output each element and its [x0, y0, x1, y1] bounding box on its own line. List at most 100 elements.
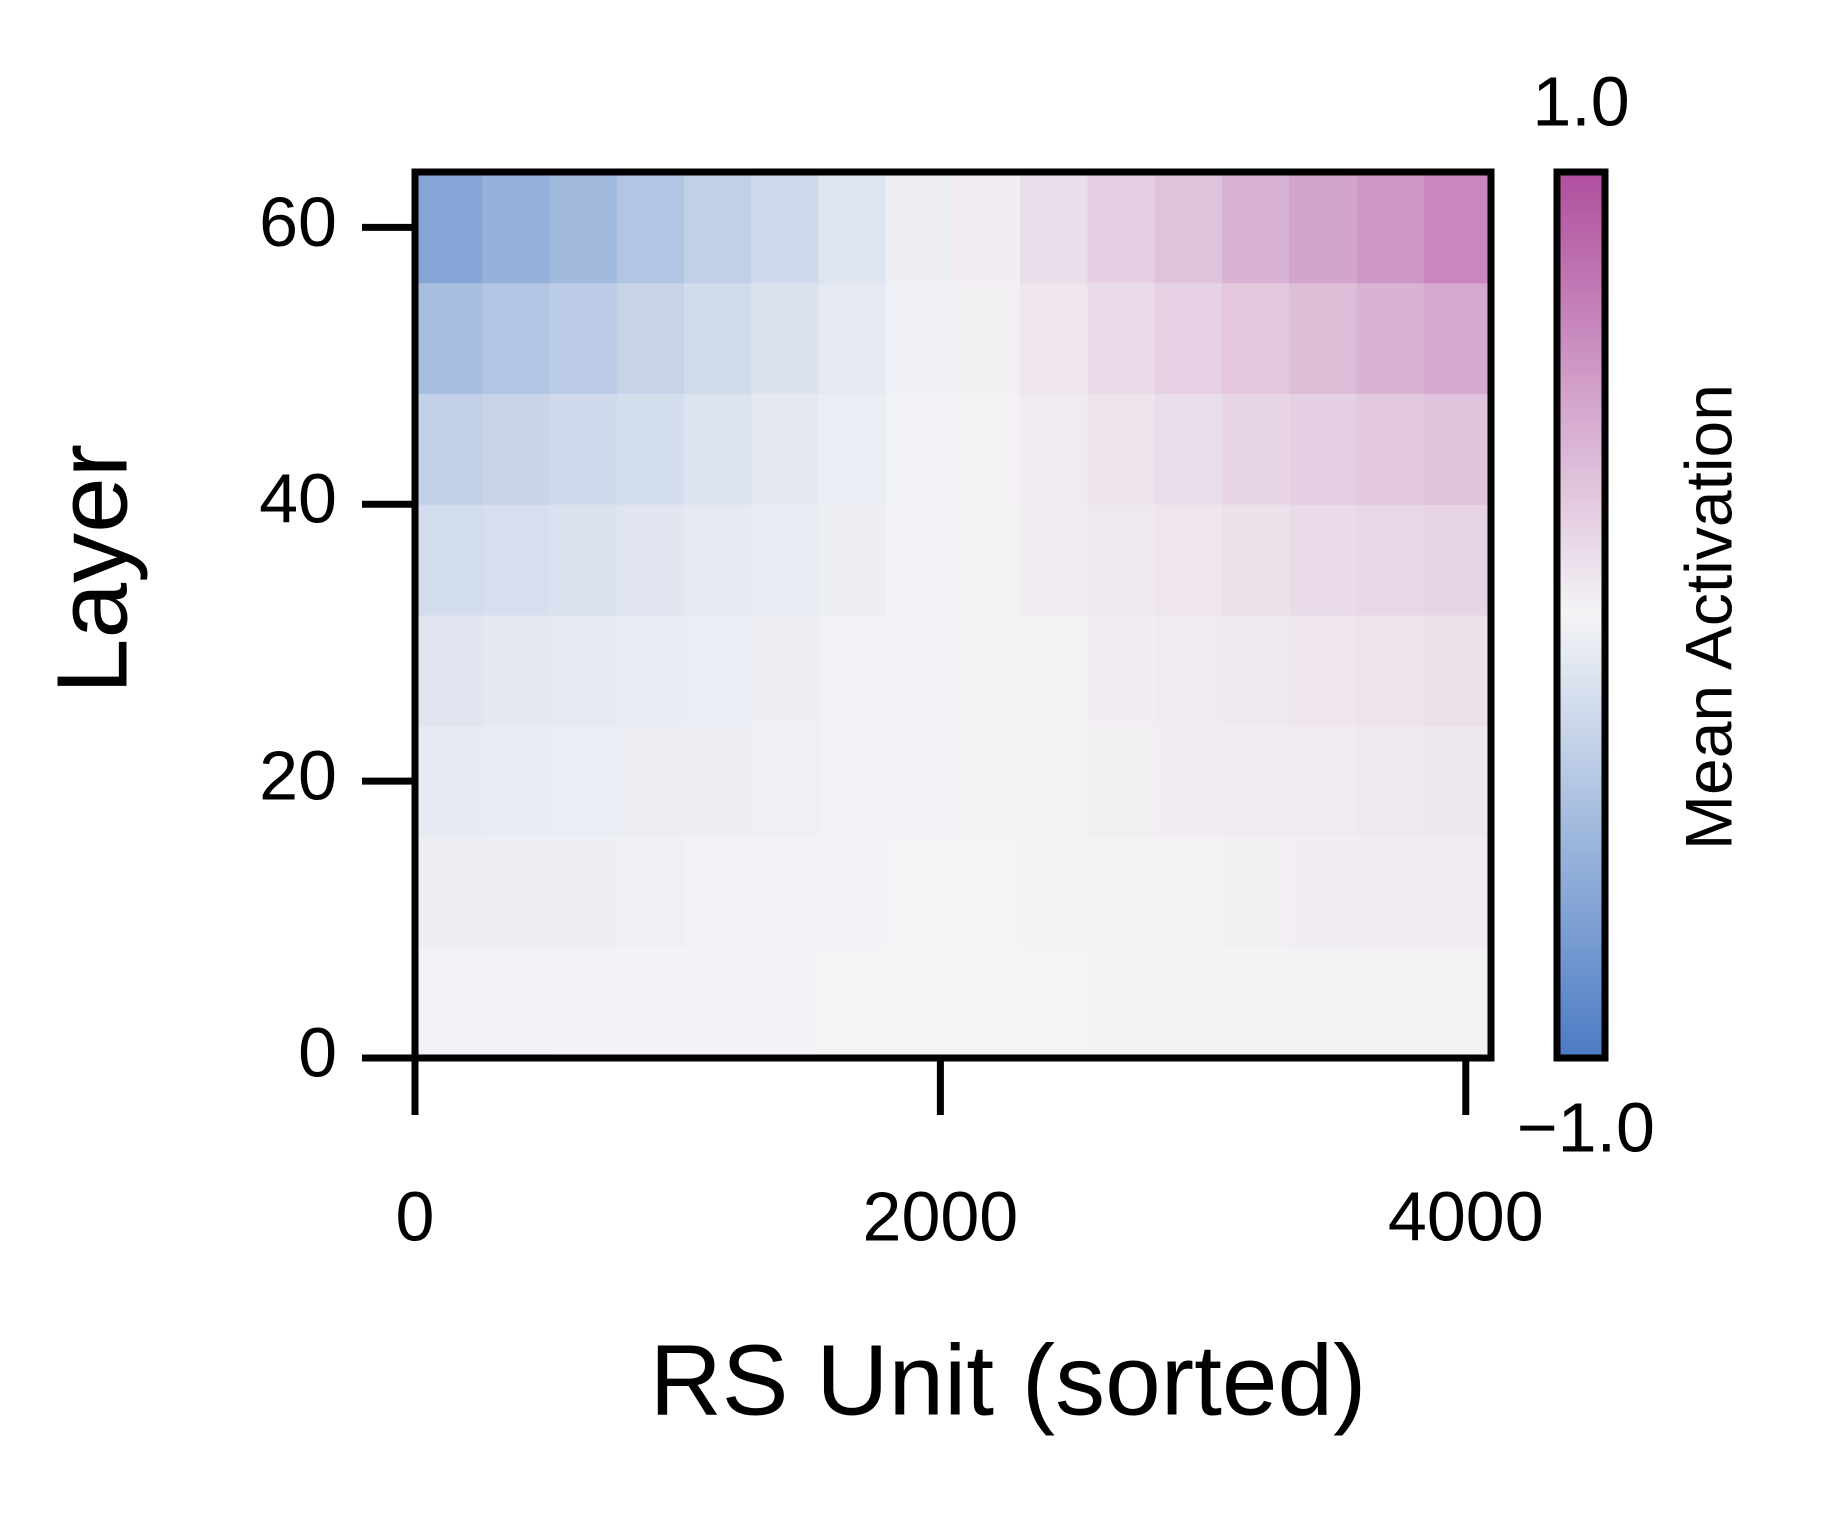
heatmap-cell [1356, 947, 1425, 1059]
heatmap-cell [953, 615, 1021, 727]
heatmap-cell [1289, 393, 1357, 505]
heatmap-cell [1154, 947, 1223, 1059]
heatmap-cell [1154, 504, 1223, 616]
heatmap-cell [616, 947, 685, 1059]
heatmap-cell [818, 947, 887, 1059]
heatmap-cell [1423, 282, 1492, 394]
x-tick-label: 0 [396, 1177, 435, 1255]
heatmap-cell [751, 615, 819, 727]
heatmap-cell [953, 725, 1021, 837]
y-axis-label: Layer [36, 444, 148, 694]
heatmap-cell [482, 615, 550, 727]
heatmap-cell [1087, 947, 1156, 1059]
heatmap-cell [1222, 615, 1290, 727]
heatmap-cell [751, 947, 819, 1059]
heatmap-cell [684, 393, 752, 505]
heatmap-cell [1154, 282, 1223, 394]
heatmap-cell [549, 725, 618, 837]
heatmap-cell [1356, 393, 1425, 505]
heatmap-cell [818, 282, 887, 394]
heatmap-cell [818, 836, 887, 948]
heatmap-cell [415, 615, 483, 727]
heatmap-cell [1356, 836, 1425, 948]
y-tick-label: 60 [259, 183, 337, 261]
heatmap-cell [1087, 172, 1156, 284]
heatmap-cell [684, 504, 752, 616]
heatmap-cell [415, 393, 483, 505]
heatmap-cell [1020, 725, 1088, 837]
heatmap-cell [415, 725, 483, 837]
heatmap-cell [415, 836, 483, 948]
heatmap-cell [953, 947, 1021, 1059]
heatmap-cell [1222, 725, 1290, 837]
heatmap-cell [616, 504, 685, 616]
heatmap-cell [818, 393, 887, 505]
heatmap-cell [616, 615, 685, 727]
heatmap-cell [1289, 172, 1357, 284]
heatmap-cell [1087, 615, 1156, 727]
heatmap-cell [1222, 947, 1290, 1059]
heatmap-cell [1087, 836, 1156, 948]
heatmap-cell [1087, 725, 1156, 837]
heatmap-cell [684, 725, 752, 837]
heatmap-cell [415, 172, 483, 284]
heatmap-cell [818, 615, 887, 727]
heatmap-cell [885, 393, 954, 505]
heatmap-cell [1289, 504, 1357, 616]
heatmap-cell [818, 725, 887, 837]
heatmap-cell [482, 836, 550, 948]
heatmap-cell [751, 393, 819, 505]
heatmap-cell [1222, 393, 1290, 505]
heatmap-cell [751, 725, 819, 837]
heatmap-cell [616, 725, 685, 837]
heatmap-cell [953, 504, 1021, 616]
heatmap-cell [1423, 725, 1492, 837]
heatmap-cell [1423, 172, 1492, 284]
heatmap-cell [415, 504, 483, 616]
heatmap-cell [885, 725, 954, 837]
heatmap-cell [885, 504, 954, 616]
heatmap-cell [885, 282, 954, 394]
heatmap-cell [1154, 836, 1223, 948]
heatmap-cell [616, 282, 685, 394]
heatmap-cell [1020, 615, 1088, 727]
x-tick-label: 2000 [863, 1177, 1019, 1255]
heatmap-cell [1222, 282, 1290, 394]
heatmap-cell [482, 172, 550, 284]
heatmap-cell [1423, 947, 1492, 1059]
heatmap-cell [885, 836, 954, 948]
colorbar [1553, 168, 1609, 1062]
heatmap-cell [751, 836, 819, 948]
colorbar-label: Mean Activation [1671, 384, 1745, 850]
heatmap-cell [616, 393, 685, 505]
heatmap-cell [1423, 615, 1492, 727]
heatmap-cell [1356, 615, 1425, 727]
heatmap-cell [1154, 172, 1223, 284]
heatmap-cell [751, 282, 819, 394]
heatmap-cell [684, 947, 752, 1059]
colorbar-tick-label: −1.0 [1517, 1088, 1655, 1166]
heatmap-cell [1154, 615, 1223, 727]
heatmap-cell [616, 836, 685, 948]
heatmap-cell [1423, 504, 1492, 616]
heatmap-cell [482, 393, 550, 505]
y-tick-label: 20 [259, 737, 337, 815]
heatmap-cell [549, 836, 618, 948]
heatmap-cell [1423, 836, 1492, 948]
heatmap-cell [1289, 615, 1357, 727]
heatmap-cell [1020, 172, 1088, 284]
heatmap-cell [751, 504, 819, 616]
heatmap-cell [1222, 504, 1290, 616]
heatmap-cell [684, 836, 752, 948]
heatmap-cell [1289, 836, 1357, 948]
heatmap-cell [1087, 393, 1156, 505]
heatmap-cell [684, 615, 752, 727]
heatmap-cell [482, 282, 550, 394]
x-tick-label: 4000 [1388, 1177, 1544, 1255]
heatmap-cell [549, 504, 618, 616]
heatmap-cell [1020, 836, 1088, 948]
heatmap-cell [684, 172, 752, 284]
heatmap-cell [1423, 393, 1492, 505]
heatmap-cell [549, 947, 618, 1059]
